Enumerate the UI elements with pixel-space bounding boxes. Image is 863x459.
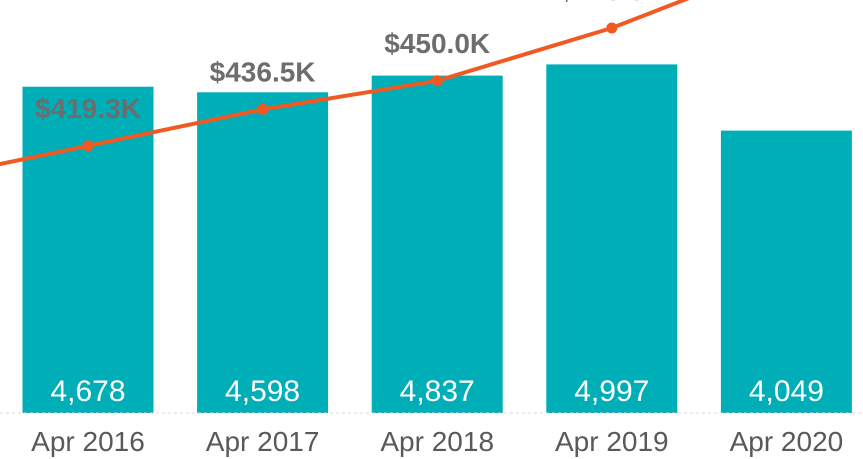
x-tick-label-3: Apr 2018	[380, 426, 494, 457]
bar-value-label-2: 4,598	[225, 375, 300, 408]
price-line	[0, 0, 690, 167]
data-labels: $419.3K$436.5K$450.0K$475.0K$507.0K4,678…	[35, 0, 824, 408]
bar-4	[546, 64, 678, 414]
bar-value-label-1: 4,678	[50, 375, 125, 408]
x-tick-label-2: Apr 2017	[206, 426, 320, 457]
bar-2	[197, 92, 329, 414]
x-tick-label-5: Apr 2020	[730, 426, 844, 457]
price-label-1: $419.3K	[35, 93, 141, 124]
bar-3	[371, 75, 503, 413]
price-label-3: $450.0K	[384, 28, 490, 59]
bar-5	[720, 130, 852, 413]
price-label-4: $475.0K	[559, 0, 665, 6]
x-axis: Apr 2016 Apr 2017 Apr 2018 Apr 2019 Apr 2020	[31, 426, 843, 457]
price-label-2: $436.5K	[210, 56, 316, 87]
price-point-3	[431, 75, 443, 87]
bar-series	[22, 64, 852, 414]
bar-value-label-3: 4,837	[400, 375, 475, 408]
price-line-series	[0, 0, 690, 167]
bar-value-label-5: 4,049	[749, 375, 824, 408]
x-tick-label-4: Apr 2019	[555, 426, 669, 457]
price-point-4	[606, 22, 618, 34]
x-tick-label-1: Apr 2016	[31, 426, 145, 457]
price-point-2	[257, 103, 269, 115]
bar-value-label-4: 4,997	[574, 375, 649, 408]
price-point-1	[82, 140, 94, 152]
